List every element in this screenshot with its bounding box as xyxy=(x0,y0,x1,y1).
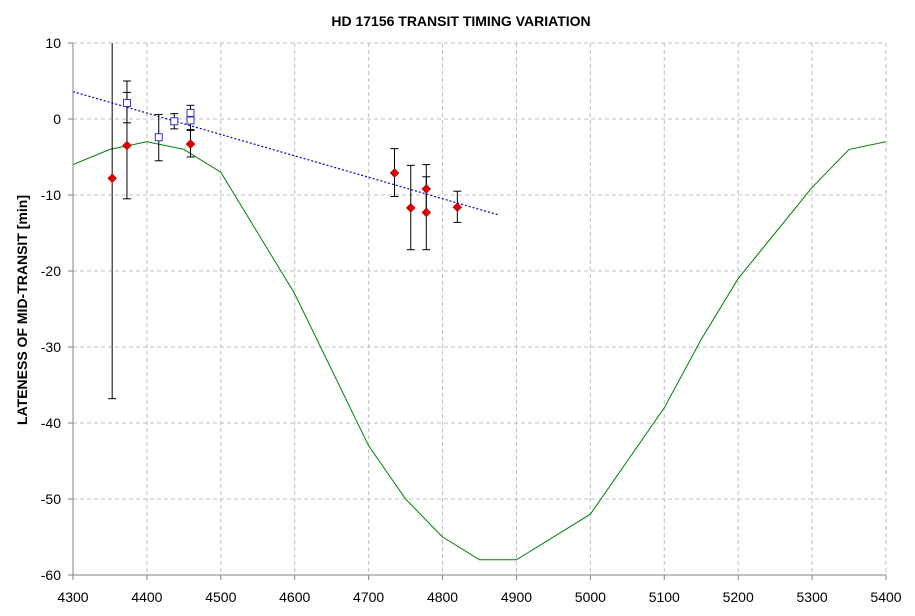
data-point-diamond xyxy=(452,202,463,213)
data-point-square xyxy=(154,133,163,142)
data-point-diamond xyxy=(421,184,432,194)
trend-line xyxy=(73,91,499,216)
chart-title: HD 17156 TRANSIT TIMING VARIATION xyxy=(331,13,590,29)
data-point-square xyxy=(186,108,195,117)
x-tick-label: 4400 xyxy=(131,589,162,605)
y-axis-label: LATENESS OF MID-TRANSIT [min] xyxy=(14,195,30,425)
x-tick-label: 4700 xyxy=(353,589,384,605)
y-tick-label: -40 xyxy=(41,415,61,431)
axes xyxy=(68,42,887,580)
model-curve-line xyxy=(73,141,886,561)
series-group xyxy=(73,43,886,561)
data-point-diamond xyxy=(405,203,416,213)
y-tick-label: -60 xyxy=(41,567,61,583)
y-tick-label: -10 xyxy=(41,187,61,203)
data-point-square xyxy=(186,116,195,125)
x-tick-label: 5000 xyxy=(575,589,606,605)
x-tick-label: 5200 xyxy=(723,589,754,605)
data-point-diamond xyxy=(421,207,432,218)
data-point-square xyxy=(170,117,179,126)
data-point-diamond xyxy=(185,139,196,149)
x-tick-label: 5400 xyxy=(870,589,901,605)
y-tick-label: -30 xyxy=(41,339,61,355)
data-point-diamond xyxy=(389,168,400,178)
data-point-square xyxy=(122,99,131,108)
grid xyxy=(73,43,886,575)
x-tick-label: 4600 xyxy=(279,589,310,605)
plot-area xyxy=(73,43,886,561)
y-tick-label: 0 xyxy=(53,111,61,127)
x-tick-label: 4300 xyxy=(57,589,88,605)
x-tick-label: 4500 xyxy=(205,589,236,605)
tick-labels: 4300 4400 4500 4600 4700 4800 4900 5000 5100 5200… xyxy=(41,35,902,605)
y-tick-label: -50 xyxy=(41,491,61,507)
x-tick-label: 4800 xyxy=(427,589,458,605)
x-tick-label: 5300 xyxy=(797,589,828,605)
y-tick-label: -20 xyxy=(41,263,61,279)
x-tick-label: 4900 xyxy=(501,589,532,605)
data-point-diamond xyxy=(122,140,132,151)
y-tick-label: 10 xyxy=(45,35,61,51)
data-point-diamond xyxy=(107,173,118,184)
x-tick-label: 5100 xyxy=(649,589,680,605)
